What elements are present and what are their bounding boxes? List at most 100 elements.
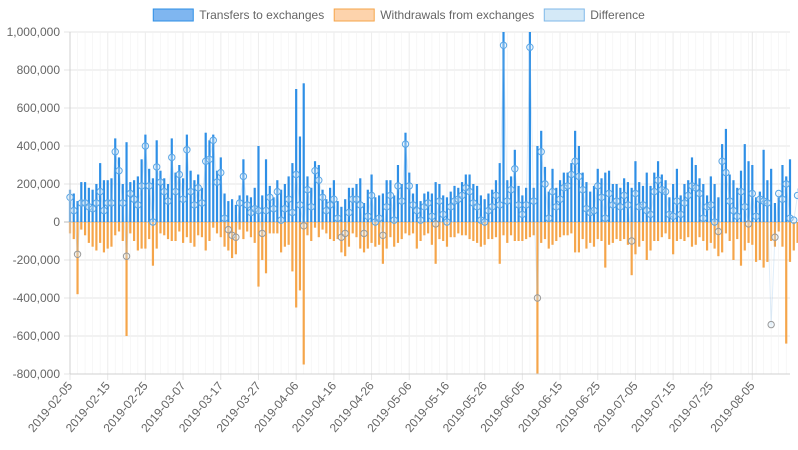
withdrawals-bar [555, 222, 558, 241]
withdrawals-bar [641, 222, 645, 241]
difference-point [741, 203, 749, 211]
difference-point [345, 208, 353, 217]
withdrawals-bar [419, 222, 422, 241]
withdrawals-bar [166, 222, 170, 240]
transfers-bar [525, 187, 528, 222]
difference-point [254, 206, 263, 215]
y-tick-label: 800,000 [17, 63, 61, 77]
transfers-bar [396, 165, 400, 222]
difference-point [488, 203, 496, 211]
transfers-bar [781, 165, 784, 222]
withdrawals-bar [317, 222, 320, 238]
difference-point [718, 157, 726, 165]
withdrawals-bar [102, 222, 106, 253]
withdrawals-bar [491, 222, 494, 240]
difference-point [413, 206, 421, 215]
transfers-bar [351, 187, 354, 222]
withdrawals-bar [521, 222, 524, 241]
transfers-bar [106, 180, 109, 222]
withdrawals-bar [249, 222, 253, 238]
transfers-bar [178, 165, 181, 222]
difference-point [465, 187, 474, 196]
withdrawals-bar [215, 222, 219, 234]
transfers-bar [660, 174, 663, 222]
withdrawals-bar [110, 222, 113, 247]
difference-point [243, 201, 251, 209]
difference-point [198, 199, 206, 207]
withdrawals-bar [381, 222, 384, 264]
withdrawals-bar [581, 222, 584, 240]
difference-point [209, 136, 217, 145]
transfers-bar [197, 174, 200, 222]
transfers-bar [264, 159, 268, 222]
difference-point [605, 189, 613, 198]
withdrawals-bar [76, 222, 79, 295]
transfers-bar [136, 176, 139, 222]
legend-item[interactable]: Difference [543, 8, 645, 22]
transfers-bar [189, 170, 192, 222]
difference-point [77, 199, 86, 207]
legend-item[interactable]: Transfers to exchanges [152, 8, 324, 22]
difference-point [522, 201, 530, 209]
transfers-bar [770, 168, 773, 222]
withdrawals-bar [253, 222, 256, 243]
difference-point [322, 206, 331, 215]
difference-point [492, 191, 500, 200]
transfers-bar [114, 138, 117, 222]
withdrawals-bar [144, 222, 147, 249]
transfers-bar [378, 195, 381, 222]
withdrawals-bar [72, 222, 75, 240]
withdrawals-bar [347, 222, 351, 247]
transfers-bar [596, 168, 599, 222]
withdrawals-bar [445, 222, 449, 247]
transfers-bar [498, 163, 501, 222]
transfers-bar [721, 144, 724, 222]
legend-label: Difference [590, 8, 645, 22]
withdrawals-bar [585, 222, 588, 249]
transfers-bar [102, 180, 106, 222]
transfers-bar [215, 170, 219, 222]
transfers-bar [302, 83, 305, 222]
difference-point [217, 168, 225, 177]
withdrawals-bar [219, 222, 222, 238]
withdrawals-bar [396, 222, 400, 243]
withdrawals-bar [438, 222, 441, 240]
withdrawals-bar [359, 222, 362, 249]
difference-point [311, 167, 319, 175]
withdrawals-bar [611, 222, 614, 243]
difference-point [228, 231, 236, 240]
legend-item[interactable]: Withdrawals from exchanges [333, 8, 534, 22]
withdrawals-bar [502, 222, 505, 236]
withdrawals-bar [242, 222, 245, 240]
transfers-bar [298, 136, 302, 222]
transfers-bar [321, 189, 324, 222]
withdrawals-bar [200, 222, 204, 238]
transfers-bar [668, 197, 671, 222]
difference-point [669, 212, 677, 221]
difference-point [571, 157, 579, 165]
legend-swatch [543, 8, 585, 22]
transfers-bar [540, 130, 543, 222]
transfers-bar [174, 172, 177, 222]
difference-point [499, 41, 508, 49]
difference-point [262, 206, 270, 215]
difference-point [756, 195, 764, 203]
difference-point [269, 205, 278, 213]
withdrawals-bar [468, 222, 471, 240]
transfers-bar [777, 197, 780, 222]
difference-point [266, 193, 274, 202]
withdrawals-bar [91, 222, 94, 247]
transfers-bar [253, 187, 256, 222]
transfers-bar [566, 172, 569, 222]
withdrawals-bar [423, 222, 426, 236]
difference-point [360, 229, 368, 238]
transfers-bar [336, 201, 339, 222]
transfers-bar [589, 191, 592, 222]
difference-point [73, 250, 82, 259]
difference-point [349, 195, 357, 203]
difference-point [748, 189, 757, 198]
withdrawals-bar [370, 222, 373, 243]
withdrawals-bar [234, 222, 237, 255]
withdrawals-bar [404, 222, 407, 234]
legend[interactable]: Transfers to exchanges Withdrawals from e… [152, 8, 645, 22]
